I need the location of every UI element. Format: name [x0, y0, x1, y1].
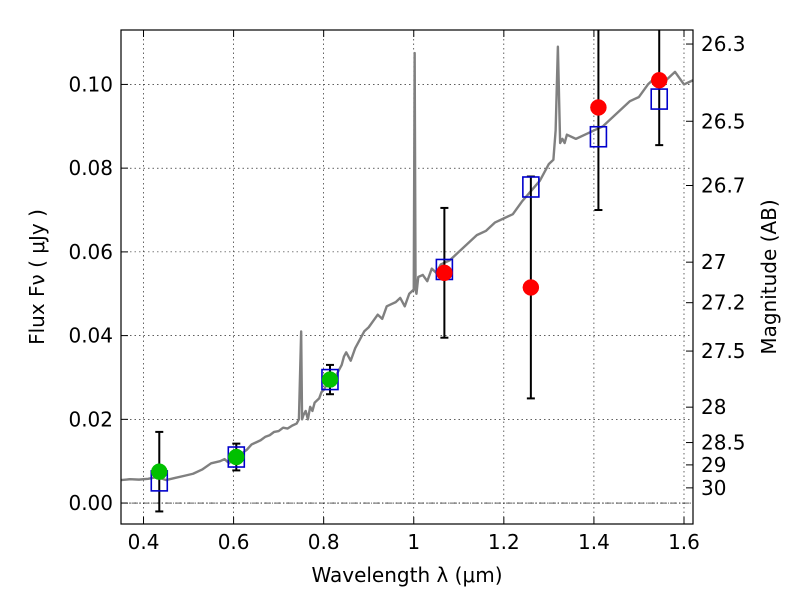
- x-tick-label: 0.6: [218, 530, 250, 554]
- y2-tick-label: 27: [701, 250, 726, 274]
- y2-tick-label: 27.2: [701, 291, 746, 315]
- markers: [150, 71, 669, 492]
- y2-tick-label: 26.3: [701, 32, 746, 56]
- y2-tick-label: 28: [701, 395, 726, 419]
- model-square-marker: [589, 125, 608, 148]
- y-tick-label: 0.10: [68, 72, 113, 96]
- x-tick-label: 1.4: [578, 530, 610, 554]
- observed-point-marker: [590, 99, 607, 116]
- observed-point-marker: [650, 71, 668, 89]
- model-square-marker: [650, 88, 669, 110]
- observed-point-marker: [436, 264, 453, 282]
- y2-tick-label: 26.5: [701, 109, 746, 133]
- y-tick-label: 0.00: [68, 491, 113, 515]
- y2-tick-label: 29: [701, 453, 726, 477]
- y-tick-labels: 0.00 0.02 0.04 0.06 0.08 0.10: [68, 72, 113, 515]
- y2-axis-label: Magnitude (AB): [757, 199, 781, 354]
- data-layer: [121, 45, 693, 482]
- ticks: [121, 30, 693, 524]
- y2-tick-label: 30: [701, 476, 726, 500]
- observed-point-marker: [151, 463, 168, 480]
- x-tick-label: 1.6: [668, 530, 700, 554]
- x-axis-label: Wavelength λ (μm): [311, 563, 502, 587]
- x-tick-label: 1: [407, 530, 420, 554]
- plot-frame: [120, 29, 694, 525]
- model-square-marker: [522, 176, 540, 198]
- y-tick-label: 0.06: [68, 240, 113, 264]
- plot-background: [121, 30, 693, 524]
- x-tick-labels: 0.4 0.6 0.8 1 1.2 1.4 1.6: [128, 530, 700, 554]
- observed-point-marker: [321, 371, 339, 388]
- x-tick-label: 0.8: [308, 530, 340, 554]
- y-tick-label: 0.08: [68, 156, 113, 180]
- y2-tick-label: 26.7: [701, 173, 746, 197]
- y-tick-label: 0.02: [68, 407, 113, 431]
- y2-tick-label: 27.5: [701, 339, 746, 363]
- y2-tick-label: 28.5: [701, 431, 746, 455]
- spectrum-line: [121, 45, 693, 482]
- y-tick-label: 0.04: [68, 324, 113, 348]
- x-tick-label: 0.4: [128, 530, 160, 554]
- observed-point-marker: [228, 448, 245, 466]
- observed-point-marker: [522, 279, 540, 296]
- y-axis-label: Flux Fν ( μJy ): [25, 209, 49, 345]
- x-tick-label: 1.2: [488, 530, 520, 554]
